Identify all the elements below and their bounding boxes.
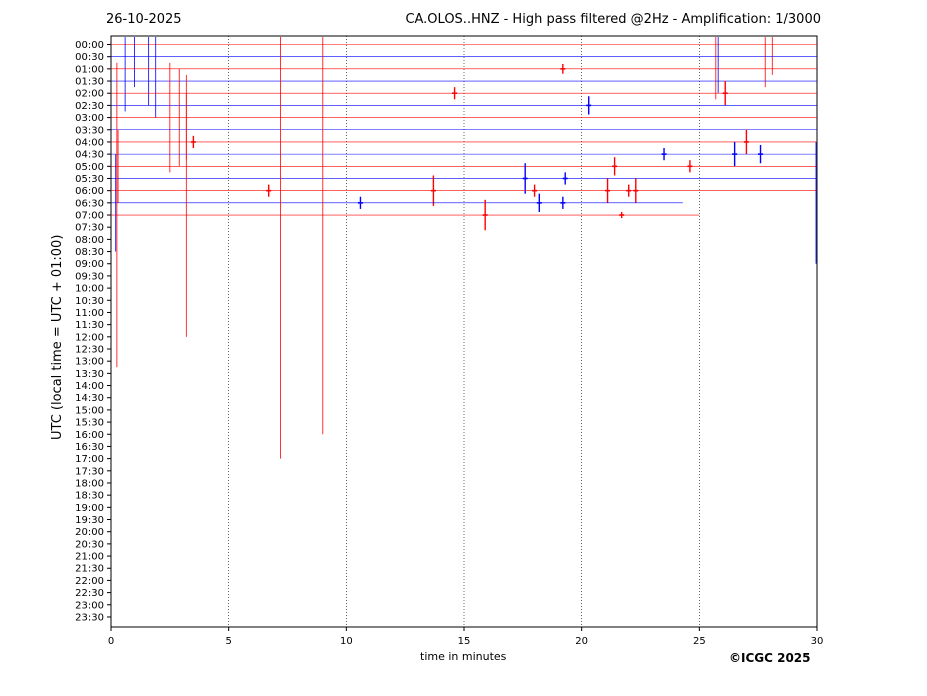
y-tick-label: 05:00 [75, 162, 104, 173]
y-tick-label: 19:30 [75, 515, 104, 526]
y-tick-label: 06:00 [75, 186, 104, 197]
y-tick-label: 17:00 [75, 454, 104, 465]
y-tick-label: 11:30 [75, 320, 104, 331]
y-tick-label: 08:00 [75, 235, 104, 246]
y-tick-label: 11:00 [75, 308, 104, 319]
copyright-label: ©ICGC 2025 [729, 651, 811, 665]
x-tick-label: 15 [458, 636, 471, 647]
y-tick-label: 09:00 [75, 259, 104, 270]
y-tick-label: 02:30 [75, 101, 104, 112]
y-tick-label: 08:30 [75, 247, 104, 258]
y-tick-label: 04:00 [75, 137, 104, 148]
y-tick-label: 21:30 [75, 564, 104, 575]
y-tick-label: 21:00 [75, 552, 104, 563]
x-axis-label: time in minutes [420, 650, 507, 663]
date-label: 26-10-2025 [106, 12, 182, 27]
x-tick-label: 10 [340, 636, 353, 647]
y-tick-label: 07:00 [75, 211, 104, 222]
y-tick-label: 10:30 [75, 296, 104, 307]
y-tick-label: 15:00 [75, 405, 104, 416]
x-tick-label: 30 [811, 636, 824, 647]
x-tick-label: 20 [575, 636, 588, 647]
y-tick-label: 14:30 [75, 393, 104, 404]
y-tick-label: 05:30 [75, 174, 104, 185]
y-tick-label: 14:00 [75, 381, 104, 392]
y-tick-label: 10:00 [75, 284, 104, 295]
y-tick-label: 23:30 [75, 612, 104, 623]
y-tick-label: 18:00 [75, 478, 104, 489]
y-tick-label: 01:00 [75, 64, 104, 75]
y-tick-label: 03:30 [75, 125, 104, 136]
y-tick-label: 00:00 [75, 40, 104, 51]
y-tick-label: 06:30 [75, 198, 104, 209]
y-tick-label: 18:30 [75, 491, 104, 502]
plot-frame [110, 35, 818, 628]
y-tick-label: 01:30 [75, 77, 104, 88]
y-tick-label: 03:00 [75, 113, 104, 124]
y-tick-label: 20:30 [75, 539, 104, 550]
x-tick-label: 0 [108, 636, 114, 647]
y-tick-label: 22:30 [75, 588, 104, 599]
y-tick-label: 23:00 [75, 600, 104, 611]
y-tick-label: 13:30 [75, 369, 104, 380]
y-tick-label: 04:30 [75, 150, 104, 161]
y-tick-label: 12:00 [75, 332, 104, 343]
y-tick-label: 13:00 [75, 357, 104, 368]
y-tick-label: 12:30 [75, 345, 104, 356]
x-tick-label: 5 [225, 636, 231, 647]
y-tick-label: 16:00 [75, 430, 104, 441]
chart-title: CA.OLOS..HNZ - High pass filtered @2Hz -… [405, 12, 821, 27]
y-tick-label: 20:00 [75, 527, 104, 538]
y-tick-label: 00:30 [75, 52, 104, 63]
y-tick-label: 15:30 [75, 418, 104, 429]
y-tick-label: 02:00 [75, 89, 104, 100]
x-tick-label: 25 [693, 636, 706, 647]
y-tick-label: 07:30 [75, 223, 104, 234]
y-tick-label: 22:00 [75, 576, 104, 587]
y-tick-label: 09:30 [75, 271, 104, 282]
y-tick-label: 19:00 [75, 503, 104, 514]
y-tick-label: 17:30 [75, 466, 104, 477]
y-tick-label: 16:30 [75, 442, 104, 453]
